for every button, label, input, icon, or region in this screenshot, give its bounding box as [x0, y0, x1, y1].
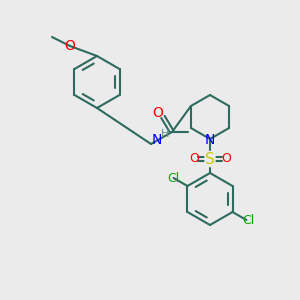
Text: O: O: [64, 39, 75, 53]
Text: H: H: [161, 129, 169, 139]
Text: S: S: [205, 152, 215, 166]
Text: O: O: [153, 106, 164, 120]
Text: O: O: [221, 152, 231, 166]
Text: Cl: Cl: [242, 214, 254, 226]
Text: N: N: [205, 133, 215, 147]
Text: O: O: [189, 152, 199, 166]
Text: N: N: [152, 133, 162, 147]
Text: Cl: Cl: [167, 172, 180, 184]
